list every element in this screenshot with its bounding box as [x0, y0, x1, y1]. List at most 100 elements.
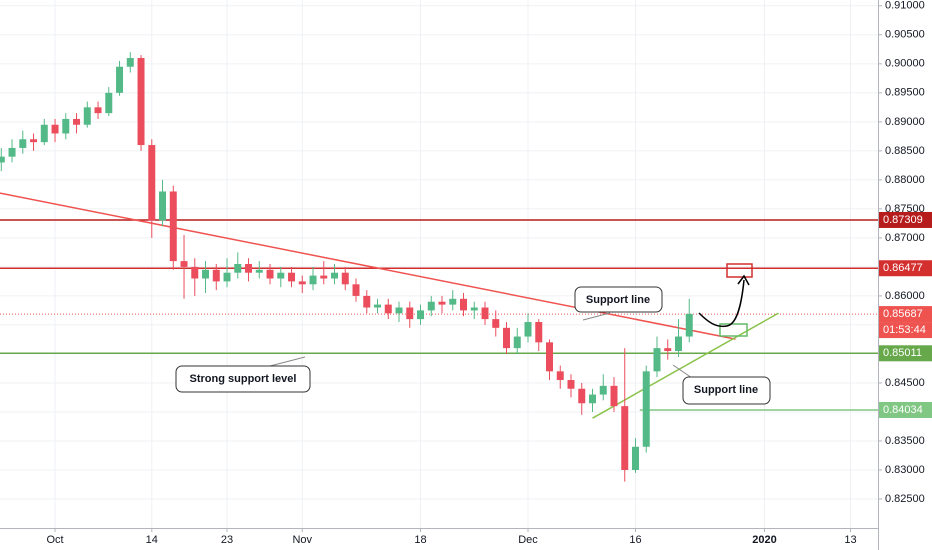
- callout-pointer: [672, 364, 693, 379]
- y-tick-label: 0.83000: [885, 464, 925, 476]
- x-tick-label: 23: [221, 534, 233, 546]
- candle-body: [245, 264, 253, 273]
- price-tag-label: 0.86477: [883, 262, 923, 274]
- candle-body: [578, 388, 586, 404]
- y-tick-label: 0.91000: [885, 0, 925, 12]
- candle-body: [159, 191, 167, 221]
- candle-body: [664, 348, 672, 352]
- y-tick-label: 0.88000: [885, 174, 925, 186]
- y-tick-label: 0.82500: [885, 493, 925, 505]
- candle-body: [524, 322, 532, 337]
- candle-body: [83, 107, 91, 125]
- candle-body: [105, 92, 113, 114]
- price-tag-label: 0.85011: [883, 347, 922, 359]
- candle-body: [632, 446, 639, 470]
- candle-body: [556, 371, 564, 381]
- candle-body: [40, 124, 48, 143]
- price-tag: [879, 306, 932, 323]
- price-tag: [879, 401, 932, 418]
- candle-body: [234, 264, 242, 273]
- countdown-tag: [879, 322, 932, 339]
- price-tag-label: 0.87309: [883, 214, 923, 226]
- countdown-label: 01:53:44: [883, 324, 926, 336]
- candle-body: [255, 269, 263, 273]
- candle-body: [363, 295, 371, 308]
- y-tick-label: 0.87500: [885, 203, 925, 215]
- candle-body: [0, 156, 5, 163]
- callout-box: [574, 286, 663, 313]
- candle-body: [675, 336, 682, 352]
- price-tag: [879, 345, 932, 362]
- y-tick-label: 0.89500: [885, 87, 925, 99]
- y-tick-label: 0.90500: [885, 29, 925, 41]
- candle-body: [513, 336, 521, 349]
- candle-body: [137, 58, 145, 146]
- candle-body: [481, 307, 489, 320]
- candle-body: [191, 266, 199, 279]
- candle-body: [395, 307, 403, 314]
- candle-body: [19, 139, 27, 148]
- callout-text: Support line: [694, 384, 758, 396]
- y-tick-label: 0.84500: [885, 377, 925, 389]
- callout-box: [682, 376, 771, 405]
- candle-body: [438, 301, 446, 305]
- callout-pointer: [582, 312, 611, 321]
- candle-body: [169, 191, 177, 262]
- candle-body: [180, 261, 188, 267]
- callout-text: Strong support level: [190, 373, 297, 385]
- candle-body: [8, 147, 16, 157]
- candle-body: [374, 304, 382, 308]
- candle-body: [223, 272, 231, 282]
- y-tick-label: 0.87000: [885, 232, 925, 244]
- forecast-arrow: [698, 279, 745, 328]
- trend-line: [0, 192, 736, 340]
- candle-body: [492, 319, 500, 328]
- candle-body: [503, 327, 510, 349]
- candle-body: [599, 385, 607, 395]
- price-tag-label: 0.84034: [883, 404, 923, 416]
- arrow-head: [737, 274, 750, 286]
- candle-body: [417, 310, 425, 320]
- candle-body: [298, 281, 306, 285]
- candle-body: [621, 406, 629, 470]
- candle-body: [449, 298, 457, 305]
- y-tick-label: 0.90000: [885, 58, 925, 70]
- x-tick-label: 2020: [752, 534, 776, 546]
- x-tick-label: Dec: [518, 534, 538, 546]
- candle-body: [148, 145, 156, 221]
- candle-body: [653, 348, 661, 372]
- candle-body: [51, 124, 59, 134]
- candle-body: [331, 272, 339, 279]
- price-tag: [879, 260, 932, 277]
- candle-body: [212, 269, 220, 282]
- candle-body: [62, 118, 70, 134]
- y-tick-label: 0.88500: [885, 145, 925, 157]
- x-tick-label: 16: [629, 534, 641, 546]
- candle-body: [277, 272, 285, 279]
- candle-body: [126, 58, 134, 67]
- candle-body: [73, 118, 81, 125]
- candle-body: [535, 322, 543, 343]
- candle-body: [546, 342, 553, 372]
- callout-text: Support line: [586, 294, 650, 306]
- x-tick-label: Oct: [46, 534, 63, 546]
- candle-body: [384, 304, 392, 314]
- callout-box: [175, 365, 311, 393]
- candle-body: [610, 385, 618, 407]
- target-box: [726, 263, 753, 278]
- y-tick-label: 0.83500: [885, 435, 925, 447]
- candle-body: [470, 307, 478, 311]
- x-tick-label: 14: [146, 534, 158, 546]
- candle-body: [30, 139, 38, 143]
- price-tag: [879, 211, 932, 228]
- x-tick-label: Nov: [292, 534, 312, 546]
- candle-body: [352, 284, 360, 296]
- candle-body: [288, 272, 296, 282]
- x-tick-label: 13: [844, 534, 856, 546]
- candle-body: [589, 394, 596, 404]
- candle-body: [341, 272, 349, 285]
- candle-body: [320, 275, 328, 279]
- candle-body: [567, 380, 575, 389]
